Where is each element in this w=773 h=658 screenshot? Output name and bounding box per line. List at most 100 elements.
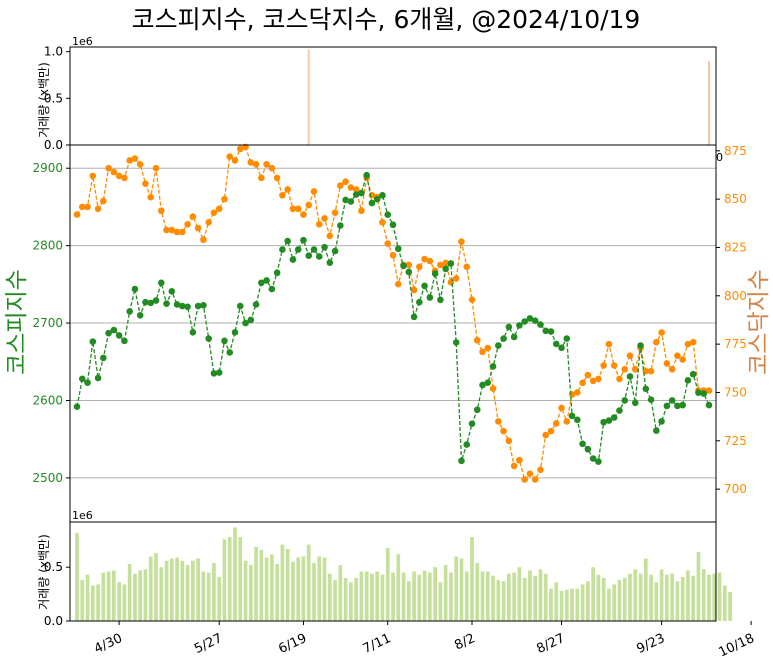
kosdaq-point xyxy=(689,338,697,346)
kosdaq-point xyxy=(531,476,539,483)
bottom-volume-bar xyxy=(133,573,137,621)
top-volume-y-label: 거래량 (x백만) xyxy=(37,62,51,137)
kosdaq-point xyxy=(452,275,460,282)
bottom-volume-bar xyxy=(464,571,469,621)
bottom-volume-bar xyxy=(728,591,732,621)
bottom-volume-bar xyxy=(96,584,100,621)
bottom-volume-bar xyxy=(438,582,443,621)
bottom-volume-bar xyxy=(443,565,448,621)
bottom-volume-bar xyxy=(138,570,143,621)
top-volume-offset-text: 1e6 xyxy=(72,35,93,48)
kospi-point xyxy=(674,402,681,410)
bottom-volume-bar xyxy=(391,572,395,621)
x-tick-label: 5/27 xyxy=(192,631,225,657)
bottom-volume-bar xyxy=(322,557,327,621)
kosdaq-point xyxy=(258,174,265,182)
kosdaq-point xyxy=(526,470,534,477)
top-volume-bar xyxy=(708,61,710,145)
bottom-volume-bar xyxy=(722,585,727,621)
kosdaq-point xyxy=(653,338,660,346)
bottom-volume-bar xyxy=(554,582,559,621)
kospi-point xyxy=(610,414,618,421)
kosdaq-point xyxy=(495,418,502,425)
kosdaq-point xyxy=(200,236,207,244)
kosdaq-point xyxy=(268,164,276,172)
kospi-point xyxy=(400,262,407,270)
kosdaq-point xyxy=(631,365,639,373)
kospi-point xyxy=(679,401,686,409)
kospi-point xyxy=(695,389,702,397)
kosdaq-point xyxy=(273,174,281,182)
kospi-point xyxy=(537,321,544,328)
bottom-volume-bar xyxy=(470,537,474,621)
kospi-point xyxy=(352,191,360,198)
kosdaq-point xyxy=(621,365,629,373)
kospi-point xyxy=(200,301,207,309)
kosdaq-y-tick-label: 725 xyxy=(724,434,747,448)
kosdaq-point xyxy=(668,365,676,373)
kosdaq-point xyxy=(289,205,297,213)
kospi-point xyxy=(142,298,149,306)
panel-frame xyxy=(69,521,717,622)
bottom-volume-bar xyxy=(159,567,164,621)
kosdaq-point xyxy=(310,188,318,195)
bottom-volume-bar xyxy=(180,560,185,621)
bottom-volume-bar xyxy=(622,577,627,621)
kospi-point xyxy=(516,322,523,329)
top-volume-bars xyxy=(307,49,710,145)
bottom-volume-bar xyxy=(343,577,348,621)
kosdaq-point xyxy=(315,220,323,228)
kosdaq-point xyxy=(184,220,191,228)
kosdaq-point xyxy=(347,184,355,191)
kosdaq-point xyxy=(463,263,471,271)
bottom-volume-bar xyxy=(127,563,132,621)
kospi-point xyxy=(105,329,112,337)
kosdaq-point xyxy=(221,195,228,203)
kospi-point xyxy=(495,342,502,349)
kosdaq-y-tick-label: 875 xyxy=(724,144,747,158)
kosdaq-point xyxy=(674,352,681,360)
kospi-point xyxy=(684,377,692,384)
kospi-point xyxy=(131,285,139,293)
bottom-volume-bar xyxy=(480,571,485,621)
kospi-point xyxy=(600,418,607,426)
kospi-point xyxy=(584,445,592,453)
bottom-volume-bar xyxy=(148,556,153,621)
kospi-point xyxy=(210,370,218,377)
bottom-volume-bar xyxy=(459,558,464,621)
kosdaq-point xyxy=(147,193,155,201)
x-tick-label: 9/23 xyxy=(634,631,667,657)
bottom-volume-bar xyxy=(686,570,690,621)
kosdaq-point xyxy=(421,255,428,263)
kosdaq-point xyxy=(389,251,397,259)
bottom-volume-bar xyxy=(454,556,459,621)
kosdaq-point xyxy=(410,286,418,294)
kospi-point xyxy=(194,302,202,310)
kosdaq-point xyxy=(115,172,123,180)
kosdaq-point xyxy=(663,360,671,367)
kospi-y-label: 코스피지수 xyxy=(4,269,30,375)
kosdaq-point xyxy=(600,362,607,369)
kospi-point xyxy=(110,326,118,334)
main-series-group xyxy=(73,143,713,483)
bottom-volume-bar xyxy=(312,562,316,621)
kosdaq-point xyxy=(405,261,413,269)
kosdaq-point xyxy=(358,207,365,215)
bottom-volume-bar xyxy=(227,537,232,621)
kospi-point xyxy=(215,369,223,376)
bottom-volume-bar xyxy=(370,573,374,621)
bottom-volume-bar xyxy=(275,563,279,621)
bottom-volume-bar xyxy=(643,558,648,621)
bottom-volume-bar xyxy=(217,576,222,621)
bottom-volume-bar xyxy=(169,558,174,621)
kosdaq-point xyxy=(136,161,144,168)
kospi-point xyxy=(658,418,665,425)
bottom-volume-bar xyxy=(570,588,574,621)
kosdaq-point xyxy=(152,164,160,172)
x-axis-ticks: 4/30 5/27 6/19 7/11 8/2 8/27 9/23 10/18 xyxy=(92,621,757,658)
kospi-point xyxy=(184,303,191,311)
kosdaq-point xyxy=(442,259,449,267)
kosdaq-point xyxy=(231,157,239,164)
bottom-volume-bar xyxy=(538,569,543,621)
